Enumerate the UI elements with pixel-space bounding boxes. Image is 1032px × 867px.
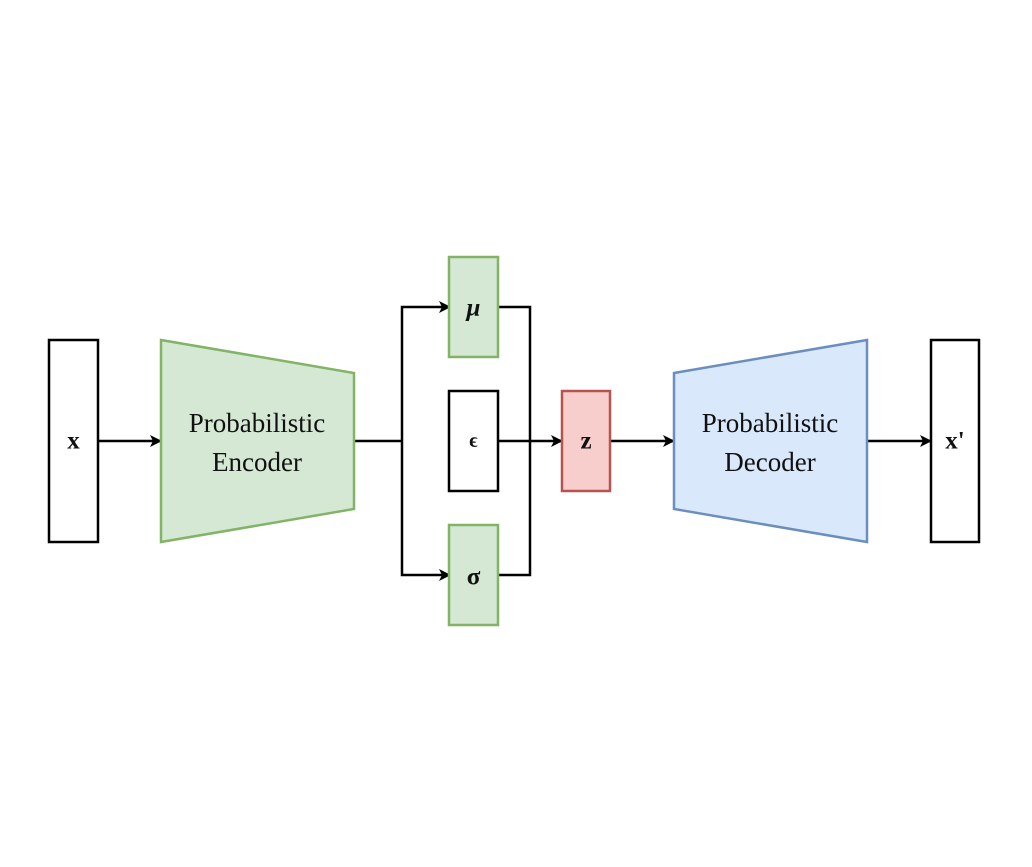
epsilon-node: ϵ [447,389,500,493]
mu-node: μ [447,255,500,359]
mu-label: μ [465,295,481,322]
latent-box [560,389,612,493]
epsilon-box [447,389,500,493]
sigma-label: σ [467,564,481,591]
edge-mu-to-latent [498,305,532,441]
latent-node: z [560,389,612,493]
mu-box [447,255,500,359]
edge-encoder-to-mu [400,301,451,441]
sigma-node: σ [447,523,500,627]
output-box [929,338,981,544]
decoder-label-line2: Decoder [724,447,815,477]
encoder-node: Probabilistic Encoder [159,338,356,544]
latent-label: z [580,428,591,455]
edges [98,301,932,581]
decoder-label-line1: Probabilistic [702,408,839,438]
encoder-label-line1: Probabilistic [189,408,326,438]
output-label: x' [945,428,964,455]
edge-encoder-to-sigma [400,441,451,581]
epsilon-label: ϵ [469,430,478,452]
edge-sigma-to-latent [498,441,532,577]
encoder-shape [159,338,356,544]
output-node: x' [929,338,981,544]
input-box [47,338,100,544]
sigma-box [447,523,500,627]
input-label: x [67,428,80,455]
input-node: x [47,338,100,544]
encoder-label-line2: Encoder [212,447,302,477]
decoder-shape [672,338,869,544]
decoder-node: Probabilistic Decoder [672,338,869,544]
